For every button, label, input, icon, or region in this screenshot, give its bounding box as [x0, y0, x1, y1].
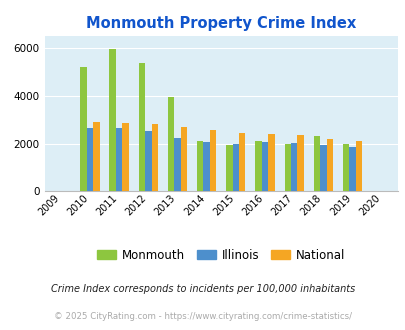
- Title: Monmouth Property Crime Index: Monmouth Property Crime Index: [86, 16, 356, 31]
- Bar: [326, 139, 332, 191]
- Bar: [232, 144, 239, 191]
- Bar: [313, 136, 320, 191]
- Bar: [261, 143, 268, 191]
- Bar: [122, 123, 128, 191]
- Bar: [139, 63, 145, 191]
- Legend: Monmouth, Illinois, National: Monmouth, Illinois, National: [92, 244, 349, 266]
- Bar: [203, 142, 209, 191]
- Bar: [151, 124, 158, 191]
- Bar: [174, 138, 180, 191]
- Bar: [109, 50, 115, 191]
- Bar: [290, 144, 297, 191]
- Bar: [226, 145, 232, 191]
- Bar: [209, 130, 216, 191]
- Bar: [196, 141, 203, 191]
- Text: Crime Index corresponds to incidents per 100,000 inhabitants: Crime Index corresponds to incidents per…: [51, 284, 354, 294]
- Bar: [297, 135, 303, 191]
- Bar: [145, 131, 151, 191]
- Bar: [268, 134, 274, 191]
- Bar: [255, 141, 261, 191]
- Bar: [80, 67, 87, 191]
- Bar: [355, 141, 361, 191]
- Bar: [342, 144, 349, 191]
- Bar: [320, 145, 326, 191]
- Bar: [180, 127, 187, 191]
- Text: © 2025 CityRating.com - https://www.cityrating.com/crime-statistics/: © 2025 CityRating.com - https://www.city…: [54, 313, 351, 321]
- Bar: [115, 128, 122, 191]
- Bar: [239, 133, 245, 191]
- Bar: [167, 97, 174, 191]
- Bar: [284, 145, 290, 191]
- Bar: [349, 147, 355, 191]
- Bar: [87, 128, 93, 191]
- Bar: [93, 122, 99, 191]
